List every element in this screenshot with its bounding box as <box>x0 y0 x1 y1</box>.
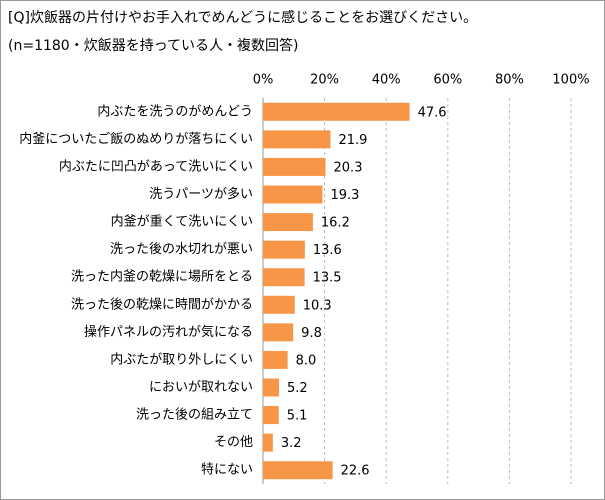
y-tick-label: 特にない <box>201 463 253 478</box>
bar <box>263 295 295 314</box>
value-label: 13.5 <box>313 271 342 286</box>
bar <box>263 102 410 121</box>
value-label: 8.0 <box>296 353 317 368</box>
y-tick-label: 内釜が重くて洗いにくい <box>111 214 253 230</box>
y-tick-label: 内ぶたに凹凸があって洗いにくい <box>59 158 253 174</box>
x-tick-label: 0% <box>253 73 274 88</box>
bar <box>263 268 305 287</box>
x-tick-label: 40% <box>372 73 401 88</box>
bar <box>263 433 273 452</box>
y-tick-label: 操作パネルの汚れが気になる <box>84 324 253 340</box>
y-tick-label: 洗った後の組み立て <box>136 408 253 423</box>
y-tick-label: 洗うパーツが多い <box>149 186 253 202</box>
value-label: 5.1 <box>287 409 308 424</box>
value-label: 22.6 <box>341 464 370 479</box>
bar <box>263 378 280 397</box>
bar <box>263 130 331 149</box>
chart-subtitle: (n=1180・炊飯器を持っている人・複数回答) <box>8 37 298 54</box>
x-tick-label: 60% <box>433 73 462 88</box>
value-label: 20.3 <box>334 160 363 175</box>
y-tick-label: 洗った後の水切れが悪い <box>110 242 253 257</box>
y-tick-label: その他 <box>214 435 253 450</box>
value-label: 13.6 <box>313 243 342 258</box>
y-tick-label: 洗った内釜の乾燥に場所をとる <box>71 269 253 285</box>
bar <box>263 157 326 176</box>
bar <box>263 185 323 204</box>
x-tick-label: 80% <box>495 73 524 88</box>
value-label: 10.3 <box>303 298 332 313</box>
y-tick-label: 洗った後の乾燥に時間がかかる <box>71 297 253 312</box>
value-label: 3.2 <box>281 436 302 451</box>
bar <box>263 323 294 342</box>
value-label: 5.2 <box>287 381 308 396</box>
bar <box>263 406 279 425</box>
y-tick-label: においが取れない <box>149 380 253 395</box>
value-label: 16.2 <box>321 216 350 231</box>
bar <box>263 350 288 369</box>
bar <box>263 461 333 480</box>
value-label: 9.8 <box>301 326 322 341</box>
value-label: 47.6 <box>418 105 447 120</box>
bar <box>263 240 305 259</box>
value-label: 19.3 <box>330 188 359 203</box>
y-tick-label: 内釜についたご飯のぬめりが落ちにくい <box>19 131 253 147</box>
x-tick-label: 20% <box>310 73 339 88</box>
y-tick-label: 内ぶたが取り外しにくい <box>110 351 253 367</box>
value-label: 21.9 <box>338 133 367 148</box>
bar <box>263 213 313 232</box>
x-tick-label: 100% <box>552 73 589 88</box>
chart-title: [Q]炊飯器の片付けやお手入れでめんどうに感じることをお選びください。 <box>8 9 477 26</box>
y-tick-label: 内ぶたを洗うのがめんどう <box>97 103 253 119</box>
